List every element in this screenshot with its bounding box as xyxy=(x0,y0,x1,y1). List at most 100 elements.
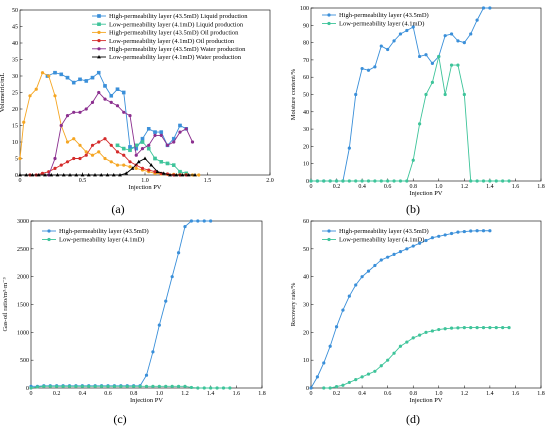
y-tick-label: 0 xyxy=(306,179,309,185)
data-point xyxy=(334,179,339,183)
data-point xyxy=(488,6,492,10)
data-point xyxy=(72,156,76,161)
data-point xyxy=(334,325,339,329)
data-point xyxy=(411,158,415,162)
y-tick-label: 2000 xyxy=(17,275,29,281)
data-point xyxy=(462,326,466,330)
data-point xyxy=(405,179,409,183)
data-point xyxy=(105,173,110,177)
data-point xyxy=(99,173,104,177)
x-tick-label: 1.2 xyxy=(461,391,469,397)
y-tick-label: 0 xyxy=(306,386,309,392)
y-axis-label: Recovery rate/% xyxy=(290,282,297,326)
data-point xyxy=(72,110,76,114)
data-point xyxy=(55,173,60,177)
data-point xyxy=(456,230,460,234)
data-point xyxy=(328,386,332,390)
data-point xyxy=(430,236,434,240)
data-point xyxy=(115,163,120,167)
data-point xyxy=(53,94,57,98)
y-tick-label: 20 xyxy=(303,144,309,150)
data-point xyxy=(228,386,232,390)
data-point xyxy=(90,143,95,147)
data-point xyxy=(168,173,172,177)
series-line xyxy=(117,141,187,174)
x-tick-label: 1.2 xyxy=(461,184,469,190)
series-c-1 xyxy=(29,384,232,390)
panel-label: (b) xyxy=(406,202,420,216)
y-tick-label: 70 xyxy=(303,58,309,64)
data-point xyxy=(71,80,76,85)
data-point xyxy=(411,244,415,248)
x-tick-label: 0.6 xyxy=(384,391,392,397)
legend-entry: Low-permeability layer (4.1mD) Water pro… xyxy=(109,54,242,61)
data-point xyxy=(488,326,492,330)
data-point xyxy=(134,166,138,170)
data-point xyxy=(124,171,129,175)
series-line xyxy=(19,72,199,176)
data-point xyxy=(178,169,182,174)
data-point xyxy=(115,150,120,154)
data-point xyxy=(90,75,95,80)
y-tick-label: 80 xyxy=(303,41,309,47)
panel-label: (d) xyxy=(406,412,420,426)
data-point xyxy=(151,384,155,388)
y-tick-label: 50 xyxy=(303,93,309,99)
data-point xyxy=(84,153,88,157)
data-point xyxy=(55,384,59,388)
y-axis-label: Moisture content/% xyxy=(290,68,297,120)
data-point xyxy=(97,140,101,144)
data-point xyxy=(481,229,486,233)
data-point xyxy=(341,383,345,387)
data-point xyxy=(35,385,40,389)
data-point xyxy=(40,71,45,75)
series-d-1 xyxy=(322,326,511,390)
data-point xyxy=(430,80,434,84)
data-point xyxy=(72,137,76,141)
data-point xyxy=(42,384,46,388)
data-point xyxy=(65,75,70,80)
data-point xyxy=(373,263,377,268)
legend-swatch-marker xyxy=(97,30,101,34)
data-point xyxy=(354,92,358,97)
data-point xyxy=(449,326,454,330)
data-point xyxy=(165,161,170,166)
data-point xyxy=(469,179,473,183)
data-point xyxy=(322,386,326,390)
y-tick-label: 20 xyxy=(12,107,18,113)
data-point xyxy=(507,326,511,330)
y-tick-label: 10 xyxy=(12,140,18,146)
data-point xyxy=(411,25,415,29)
data-point xyxy=(109,143,113,147)
data-point xyxy=(379,258,383,262)
data-point xyxy=(418,333,422,337)
y-tick-label: 25 xyxy=(12,91,18,97)
data-point xyxy=(97,90,101,95)
data-point xyxy=(178,123,182,128)
data-point xyxy=(90,100,95,104)
legend-swatch-marker xyxy=(327,21,331,26)
y-tick-label: 35 xyxy=(12,58,18,64)
data-point xyxy=(354,378,358,382)
data-point xyxy=(115,87,120,91)
data-point xyxy=(469,32,473,36)
x-tick-label: 0.2 xyxy=(53,391,61,397)
data-point xyxy=(28,94,32,98)
x-tick-label: 0.2 xyxy=(333,184,341,190)
y-tick-label: 10 xyxy=(303,358,309,364)
data-point xyxy=(366,269,371,273)
y-tick-label: 45 xyxy=(12,25,18,31)
data-point xyxy=(424,92,428,97)
x-tick-label: 1.8 xyxy=(537,184,545,190)
data-point xyxy=(398,344,403,348)
data-point xyxy=(449,63,454,67)
data-point xyxy=(183,384,187,388)
legend-entry: High-permeability layer (43.5mD) xyxy=(339,228,429,235)
data-point xyxy=(157,384,161,388)
y-tick-label: 30 xyxy=(303,303,309,309)
y-axis-label: Volumetric/mL xyxy=(0,73,6,113)
legend-entry: Low-permeability layer (4.1mD) xyxy=(339,21,424,28)
legend-entry: High-permeability layer (43.5mD) xyxy=(339,12,429,19)
data-point xyxy=(309,386,313,390)
data-point xyxy=(78,110,82,114)
